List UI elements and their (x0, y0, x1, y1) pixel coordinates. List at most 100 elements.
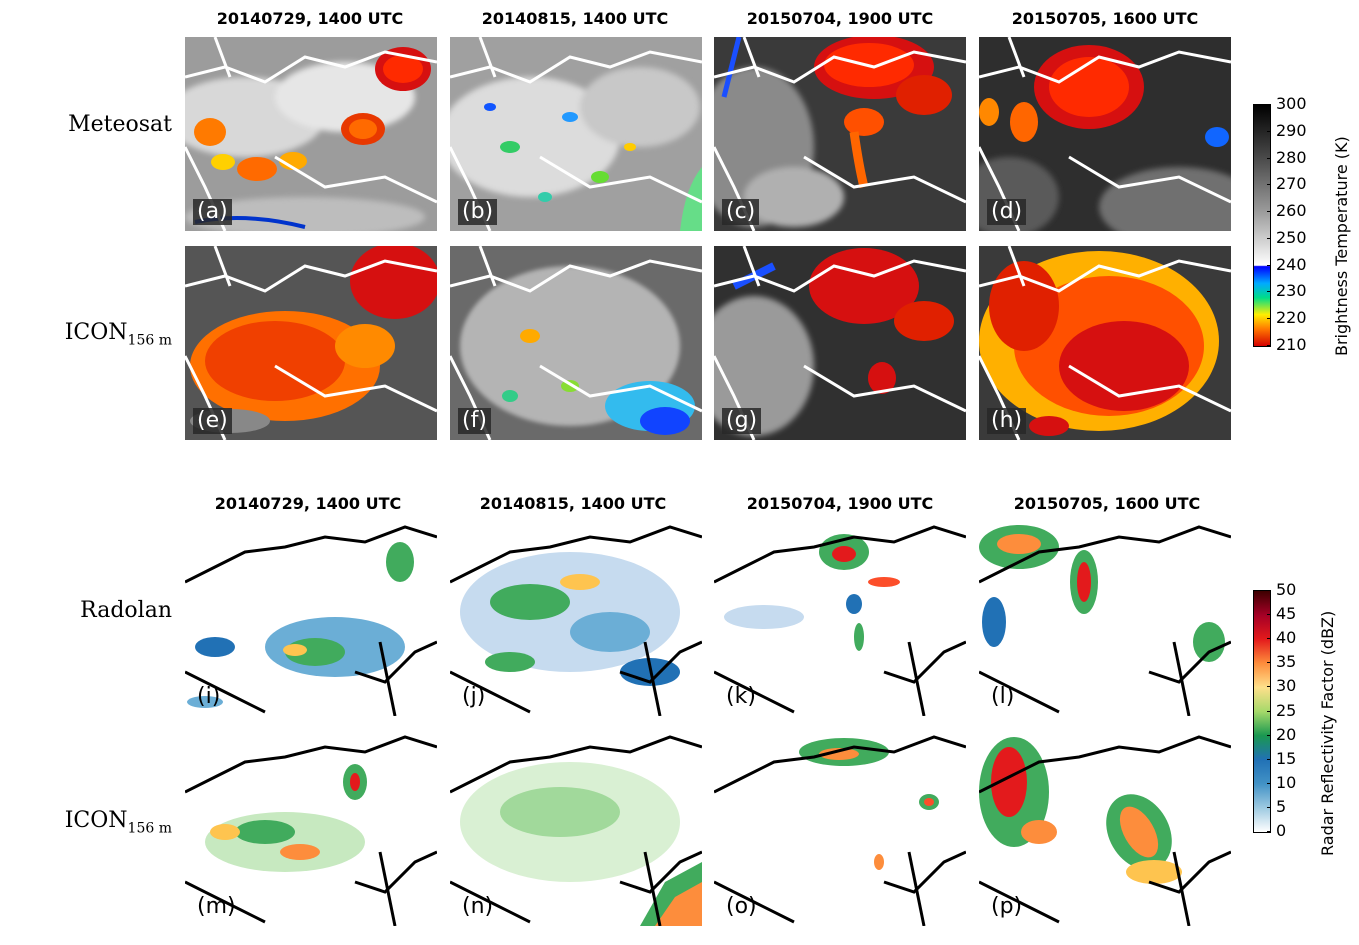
panel-label-b: (b) (458, 199, 498, 225)
panel-h: (h) (979, 246, 1231, 440)
brightness-tickmark (1267, 345, 1271, 346)
sat-col-title-1: 20140729, 1400 UTC (216, 9, 404, 28)
brightness-tick-label: 300 (1276, 94, 1307, 113)
brightness-tickmark (1267, 238, 1271, 239)
reflectivity-tick-label: 40 (1276, 628, 1297, 647)
brightness-tick-label: 270 (1276, 174, 1307, 193)
reflectivity-tick-label: 45 (1276, 604, 1297, 623)
row-label-radolan: Radolan (80, 598, 172, 623)
panel-label-j: (j) (462, 684, 486, 709)
panel-c: (c) (714, 37, 966, 231)
radar-map-j (450, 522, 702, 716)
brightness-tickmark (1267, 131, 1271, 132)
brightness-tickmark (1267, 291, 1271, 292)
panel-label-c: (c) (722, 199, 760, 225)
panel-label-o: (o) (726, 894, 757, 919)
panel-e: (e) (185, 246, 437, 440)
satellite-map-c (714, 37, 966, 231)
radar-col-title-1: 20140729, 1400 UTC (214, 494, 402, 513)
reflectivity-tick-label: 25 (1276, 701, 1297, 720)
reflectivity-tickmark (1267, 783, 1271, 784)
panel-label-f: (f) (458, 408, 491, 434)
panel-n: (n) (450, 732, 702, 926)
row-label-meteosat: Meteosat (68, 112, 172, 137)
panel-d: (d) (979, 37, 1231, 231)
reflectivity-tick-label: 50 (1276, 580, 1297, 599)
brightness-tick-label: 230 (1276, 281, 1307, 300)
panel-label-i: (i) (197, 684, 221, 709)
reflectivity-tickmark (1267, 831, 1271, 832)
radar-map-k (714, 522, 966, 716)
panel-o: (o) (714, 732, 966, 926)
colorbar-brightness-temperature (1253, 104, 1271, 347)
panel-b: (b) (450, 37, 702, 231)
panel-k: (k) (714, 522, 966, 716)
radar-map-m (185, 732, 437, 926)
panel-f: (f) (450, 246, 702, 440)
radar-col-title-3: 20150704, 1900 UTC (746, 494, 934, 513)
brightness-tickmark (1267, 265, 1271, 266)
panel-label-g: (g) (722, 408, 762, 434)
sat-col-title-4: 20150705, 1600 UTC (1011, 9, 1199, 28)
radar-map-n (450, 732, 702, 926)
brightness-tick-label: 250 (1276, 228, 1307, 247)
reflectivity-tick-label: 20 (1276, 725, 1297, 744)
reflectivity-tick-label: 35 (1276, 652, 1297, 671)
brightness-tick-label: 210 (1276, 335, 1307, 354)
reflectivity-tick-label: 15 (1276, 749, 1297, 768)
radar-map-l (979, 522, 1231, 716)
reflectivity-tickmark (1267, 638, 1271, 639)
panel-label-a: (a) (193, 199, 232, 225)
brightness-tick-label: 240 (1276, 255, 1307, 274)
reflectivity-tickmark (1267, 614, 1271, 615)
reflectivity-tick-label: 30 (1276, 676, 1297, 695)
panel-label-l: (l) (991, 684, 1015, 709)
panel-label-k: (k) (726, 684, 756, 709)
brightness-tick-label: 290 (1276, 121, 1307, 140)
panel-l: (l) (979, 522, 1231, 716)
panel-label-p: (p) (991, 894, 1023, 919)
radar-col-title-4: 20150705, 1600 UTC (1013, 494, 1201, 513)
brightness-tickmark (1267, 104, 1271, 105)
brightness-tickmark (1267, 184, 1271, 185)
row-label-icon-sat: ICON156 m (64, 320, 172, 349)
reflectivity-tickmark (1267, 662, 1271, 663)
reflectivity-tick-label: 10 (1276, 773, 1297, 792)
panel-m: (m) (185, 732, 437, 926)
panel-label-d: (d) (987, 199, 1027, 225)
brightness-tick-label: 260 (1276, 201, 1307, 220)
panel-label-h: (h) (987, 408, 1027, 434)
panel-g: (g) (714, 246, 966, 440)
brightness-tick-label: 220 (1276, 308, 1307, 327)
panel-p: (p) (979, 732, 1231, 926)
colorbar-title-radar: Radar Reflectivity Factor (dBZ) (1318, 610, 1337, 856)
reflectivity-tick-label: 5 (1276, 797, 1287, 816)
reflectivity-tickmark (1267, 686, 1271, 687)
panel-label-m: (m) (197, 894, 236, 919)
satellite-map-e (185, 246, 437, 440)
radar-map-i (185, 522, 437, 716)
reflectivity-tickmark (1267, 711, 1271, 712)
satellite-map-g (714, 246, 966, 440)
satellite-map-d (979, 37, 1231, 231)
reflectivity-tick-label: 0 (1276, 821, 1287, 840)
reflectivity-tickmark (1267, 759, 1271, 760)
satellite-map-h (979, 246, 1231, 440)
row-label-icon-radar: ICON156 m (64, 808, 172, 837)
satellite-map-b (450, 37, 702, 231)
satellite-map-f (450, 246, 702, 440)
panel-a: (a) (185, 37, 437, 231)
brightness-tick-label: 280 (1276, 148, 1307, 167)
satellite-map-a (185, 37, 437, 231)
panel-i: (i) (185, 522, 437, 716)
brightness-tickmark (1267, 158, 1271, 159)
radar-map-o (714, 732, 966, 926)
reflectivity-tickmark (1267, 735, 1271, 736)
colorbar-title-brightness: Brightness Temperature (K) (1332, 136, 1351, 356)
radar-col-title-2: 20140815, 1400 UTC (479, 494, 667, 513)
panel-label-e: (e) (193, 408, 232, 434)
brightness-tickmark (1267, 211, 1271, 212)
reflectivity-tickmark (1267, 807, 1271, 808)
sat-col-title-3: 20150704, 1900 UTC (746, 9, 934, 28)
panel-label-n: (n) (462, 894, 494, 919)
